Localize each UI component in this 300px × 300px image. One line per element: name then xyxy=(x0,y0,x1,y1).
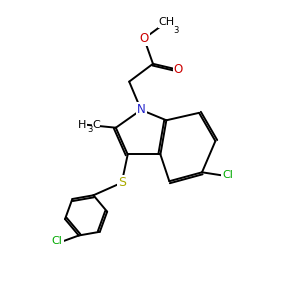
Text: C: C xyxy=(92,120,100,130)
Text: S: S xyxy=(118,176,126,189)
Text: H: H xyxy=(78,120,86,130)
Text: Cl: Cl xyxy=(52,236,62,246)
Text: CH: CH xyxy=(158,17,174,27)
Text: 3: 3 xyxy=(173,26,178,35)
Text: O: O xyxy=(174,63,183,76)
Text: Cl: Cl xyxy=(222,170,233,180)
Text: O: O xyxy=(140,32,149,45)
Text: N: N xyxy=(137,103,146,116)
Text: 3: 3 xyxy=(88,125,93,134)
